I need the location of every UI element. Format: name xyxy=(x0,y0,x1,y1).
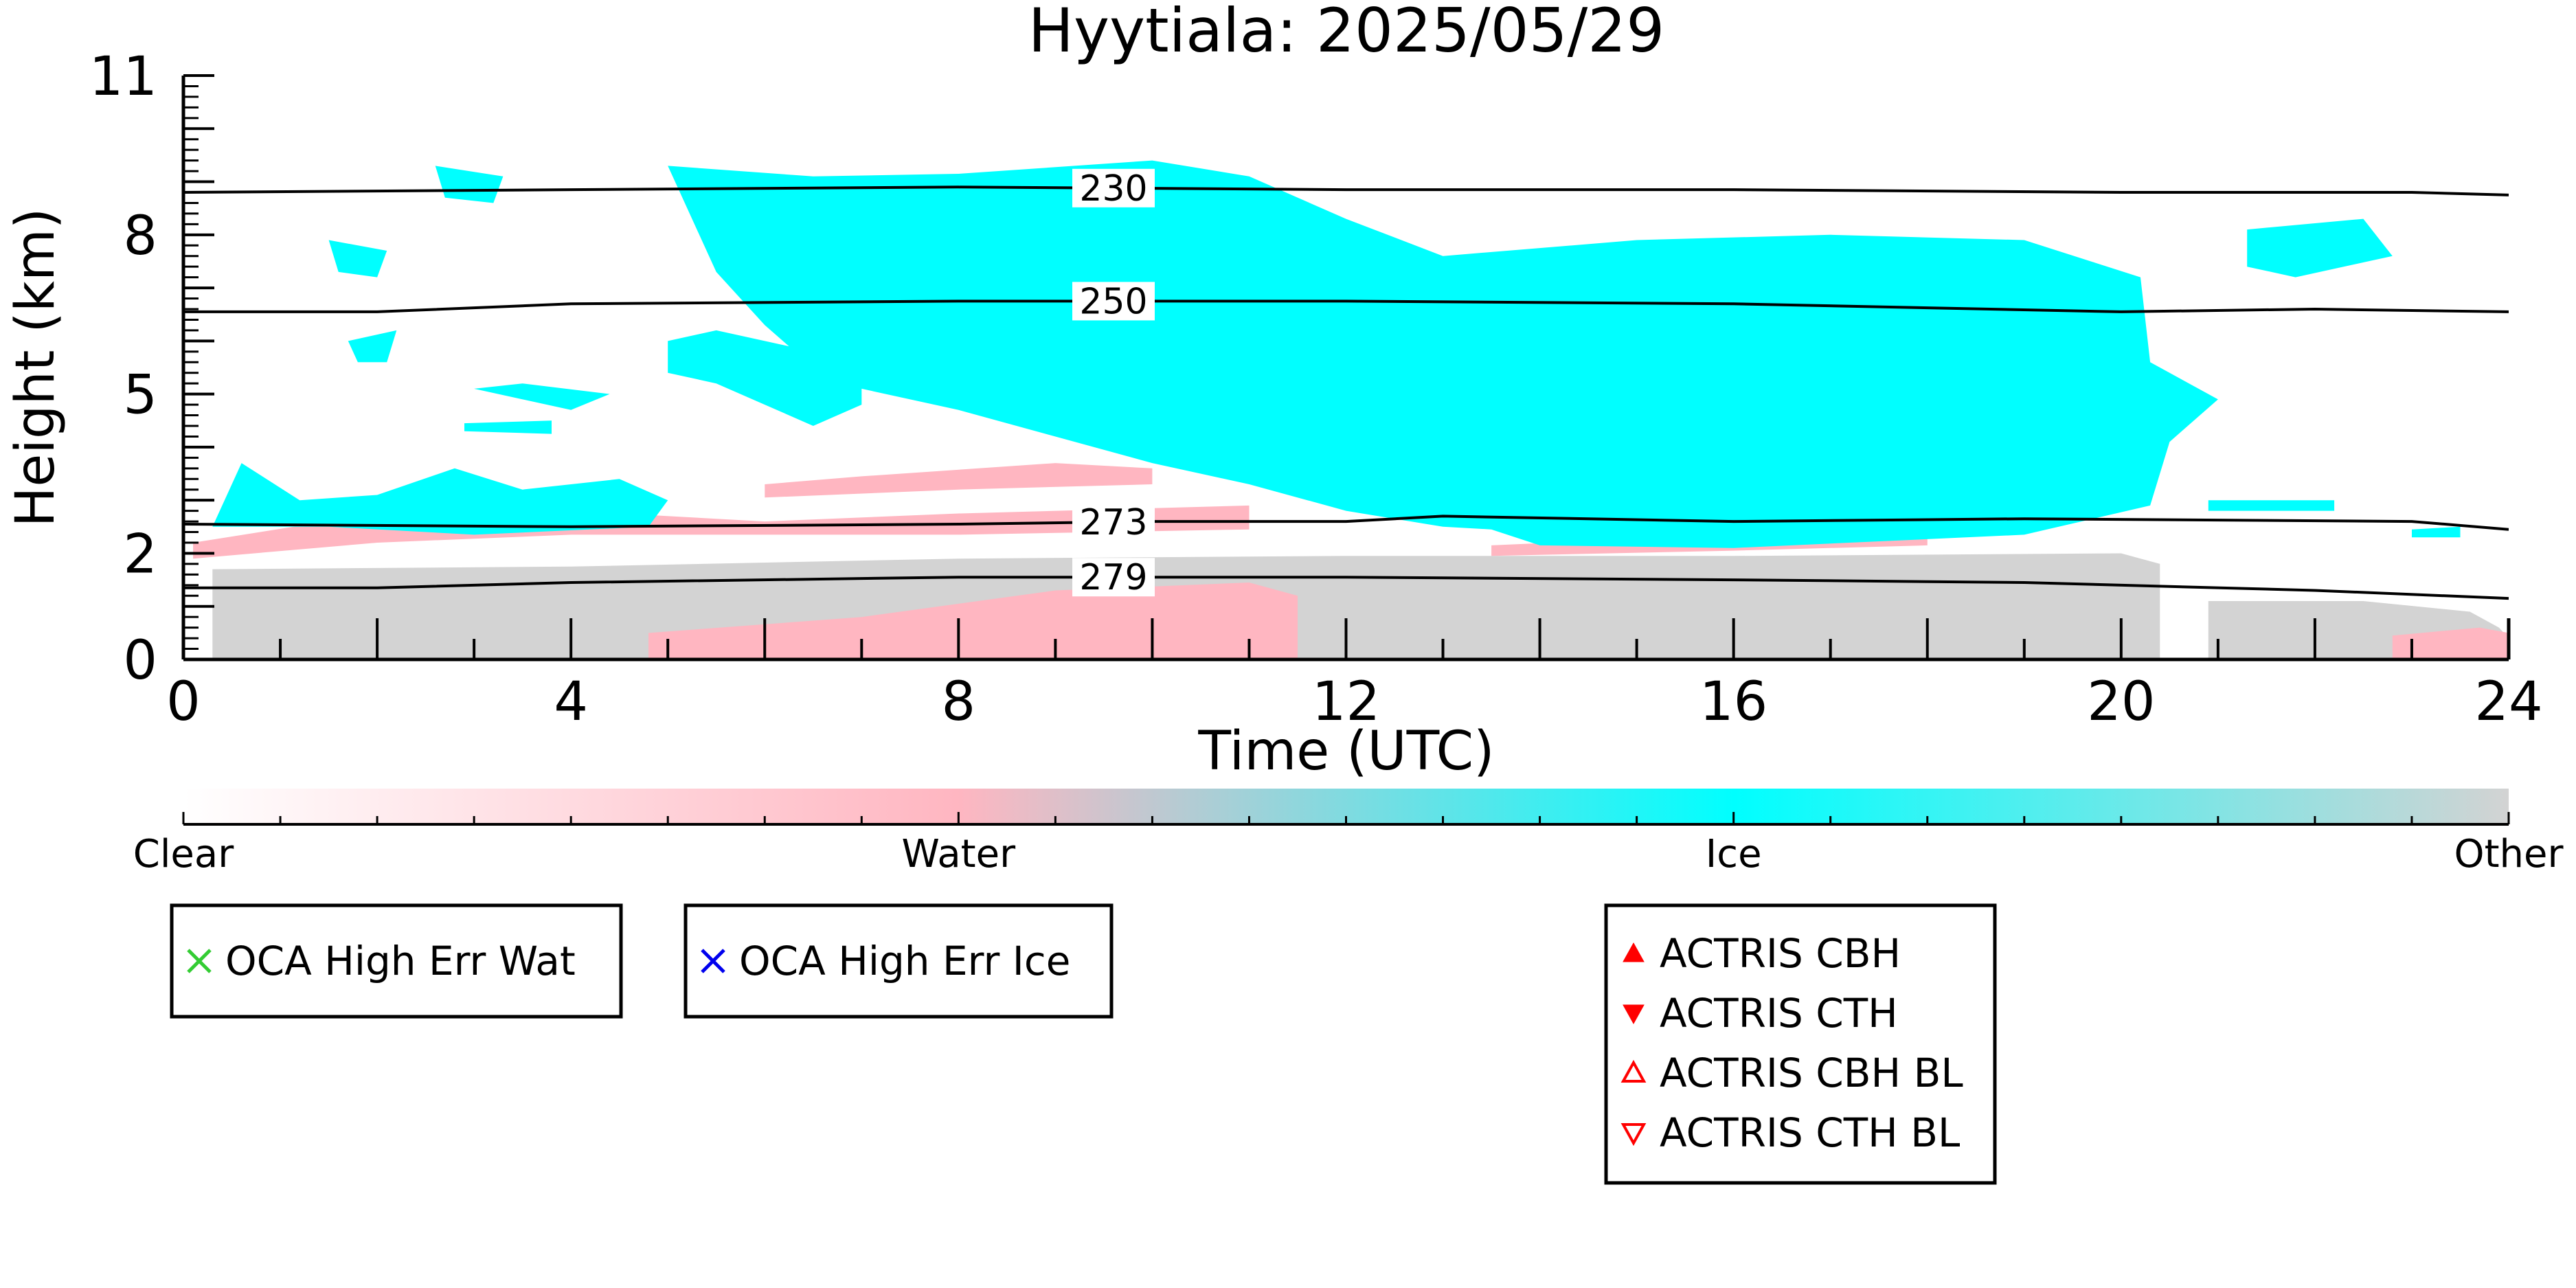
y-tick-label: 8 xyxy=(123,205,157,267)
colorbar-label-clear: Clear xyxy=(133,832,234,877)
x-axis-label: Time (UTC) xyxy=(1197,721,1494,782)
triangle-up-icon xyxy=(1623,942,1645,962)
isotherm-label-bg-273 xyxy=(1072,502,1155,541)
region-ice-17 xyxy=(2412,526,2461,538)
region-ice-12 xyxy=(328,240,387,278)
triangle-down-icon xyxy=(1623,1004,1645,1025)
isotherm-label-bg-279 xyxy=(1072,558,1155,597)
region-ice-10 xyxy=(474,383,610,410)
triangle-down-icon xyxy=(1620,1123,1647,1146)
plot-area xyxy=(183,160,2509,659)
region-water-6 xyxy=(2392,627,2509,659)
triangle-up-icon xyxy=(1620,1059,1647,1083)
region-ice-15 xyxy=(2208,500,2335,511)
legend-actris: ACTRIS CBH ACTRIS CTH ACTRIS CBH BL ACTRIS … xyxy=(1604,903,1997,1185)
colorbar-label-other: Other xyxy=(2454,832,2564,877)
x-tick-label: 24 xyxy=(2474,671,2542,733)
isotherm-line-273 xyxy=(183,515,2509,531)
region-water-4 xyxy=(648,583,1298,659)
region-ice-14 xyxy=(464,420,552,434)
isotherm-label-250: 250 xyxy=(1079,281,1147,322)
x-tick-label: 0 xyxy=(166,671,201,733)
y-tick-label: 0 xyxy=(123,630,157,692)
region-ice-13 xyxy=(348,330,397,363)
isotherm-labels: 230 250 273 279 xyxy=(1072,168,1155,598)
region-ice-9 xyxy=(668,330,862,426)
colorbar: Clear Water Ice Other xyxy=(133,789,2564,877)
colorbar-labels: Clear Water Ice Other xyxy=(133,832,2564,877)
region-other-18 xyxy=(1423,574,1482,659)
legend-label: ACTRIS CTH xyxy=(1660,990,1898,1037)
isotherm-line-230 xyxy=(183,185,2509,196)
y-tick-label: 5 xyxy=(123,365,157,427)
legend-oca-ice: OCA High Err Ice xyxy=(683,903,1114,1019)
axis-ticks: 0 2 5 8 11 0 4 8 12 16 20 24 xyxy=(89,46,2543,733)
cross-marker-icon xyxy=(187,949,212,973)
region-ice-16 xyxy=(2247,218,2393,278)
isotherm-label-230: 230 xyxy=(1079,168,1147,210)
legend-box xyxy=(683,903,1114,1019)
classification-regions xyxy=(193,160,2509,659)
x-tick-label: 8 xyxy=(942,671,976,733)
isotherm-line-279 xyxy=(183,576,2509,600)
x-tick-label: 4 xyxy=(554,671,588,733)
isotherm-line-250 xyxy=(183,300,2509,313)
y-tick-label: 11 xyxy=(89,46,157,108)
colorbar-label-ice: Ice xyxy=(1706,832,1762,877)
legend-box xyxy=(1604,903,1997,1185)
legend-oca-wat: OCA High Err Wat xyxy=(170,903,623,1019)
legend-label: ACTRIS CTH BL xyxy=(1660,1109,1960,1156)
isotherm-label-273: 273 xyxy=(1079,502,1147,543)
y-tick-label: 2 xyxy=(123,523,157,585)
legend-label: OCA High Err Ice xyxy=(739,938,1070,984)
region-ice-8 xyxy=(668,160,2218,548)
legend-box xyxy=(170,903,623,1019)
x-tick-label: 12 xyxy=(1312,671,1380,733)
legend-label: OCA High Err Wat xyxy=(225,938,576,984)
isotherm-lines xyxy=(183,185,2509,600)
legend-label: ACTRIS CBH BL xyxy=(1660,1050,1963,1096)
region-ice-11 xyxy=(435,166,504,203)
legend-label: ACTRIS CBH xyxy=(1660,930,1901,977)
isotherm-label-bg-230 xyxy=(1072,168,1155,207)
y-axis-label: Height (km) xyxy=(5,208,67,528)
colorbar-label-water: Water xyxy=(902,832,1017,877)
region-ice-7 xyxy=(212,463,668,535)
isotherm-label-279: 279 xyxy=(1079,557,1147,598)
x-tick-label: 20 xyxy=(2087,671,2155,733)
x-tick-label: 16 xyxy=(1699,671,1767,733)
legends: OCA High Err Wat OCA High Err Ice ACTRIS C… xyxy=(170,903,1997,1185)
isotherm-label-bg-250 xyxy=(1072,282,1155,321)
chart-title: Hyytiala: 2025/05/29 xyxy=(1028,0,1664,66)
colorbar-ticks xyxy=(182,812,2510,824)
region-water-5 xyxy=(765,463,1153,498)
cross-marker-icon xyxy=(701,949,725,973)
